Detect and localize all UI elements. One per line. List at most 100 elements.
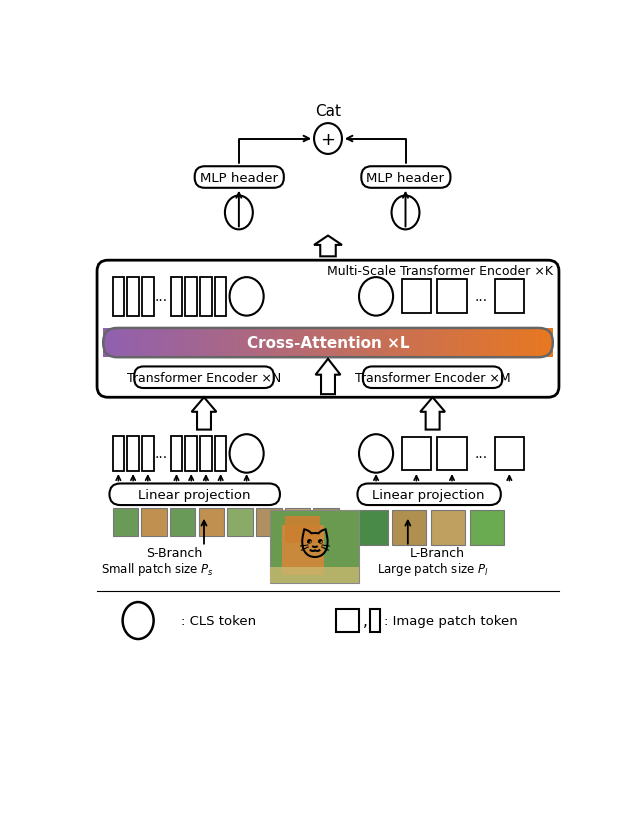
Bar: [461, 329, 463, 358]
Bar: [187, 329, 189, 358]
Bar: [177, 329, 179, 358]
Bar: [181, 329, 183, 358]
Bar: [205, 329, 207, 358]
Bar: [457, 329, 459, 358]
Bar: [191, 329, 194, 358]
Bar: [353, 329, 356, 358]
Bar: [417, 329, 419, 358]
Bar: [121, 329, 124, 358]
Ellipse shape: [123, 602, 154, 639]
Bar: [304, 329, 306, 358]
Bar: [518, 329, 520, 358]
Bar: [277, 329, 279, 358]
Bar: [492, 329, 493, 358]
Bar: [383, 329, 385, 358]
Bar: [310, 329, 312, 358]
Bar: [463, 329, 465, 358]
Bar: [497, 329, 499, 358]
Bar: [169, 329, 172, 358]
Bar: [485, 329, 488, 358]
Bar: [226, 329, 228, 358]
Text: Linear projection: Linear projection: [138, 489, 251, 501]
Bar: [178, 329, 180, 358]
Bar: [355, 329, 357, 358]
Bar: [388, 329, 390, 358]
Bar: [238, 329, 240, 358]
Bar: [455, 329, 458, 358]
Bar: [346, 329, 348, 358]
Bar: [129, 329, 131, 358]
Bar: [127, 436, 139, 472]
Bar: [520, 329, 522, 358]
Bar: [111, 329, 113, 358]
Bar: [433, 329, 435, 358]
Bar: [317, 329, 319, 358]
Ellipse shape: [392, 196, 419, 230]
Bar: [401, 329, 404, 358]
Ellipse shape: [230, 277, 264, 316]
Ellipse shape: [230, 435, 264, 473]
Bar: [147, 329, 149, 358]
Bar: [536, 329, 538, 358]
Bar: [542, 329, 545, 358]
Bar: [244, 329, 246, 358]
Bar: [337, 329, 339, 358]
Text: MLP header: MLP header: [200, 171, 278, 185]
Bar: [285, 508, 310, 537]
Bar: [182, 329, 185, 358]
Bar: [540, 329, 541, 358]
Bar: [313, 329, 315, 358]
Bar: [531, 329, 532, 358]
Bar: [495, 280, 524, 314]
Polygon shape: [314, 236, 342, 257]
Bar: [109, 329, 111, 358]
Bar: [437, 438, 467, 470]
Bar: [184, 329, 186, 358]
Bar: [394, 329, 396, 358]
Bar: [465, 329, 467, 358]
Bar: [523, 329, 525, 358]
Bar: [282, 526, 324, 575]
Bar: [412, 329, 414, 358]
Bar: [133, 329, 135, 358]
Text: +: +: [321, 131, 335, 149]
Polygon shape: [420, 397, 445, 430]
Bar: [223, 329, 225, 358]
Bar: [344, 329, 347, 358]
Bar: [422, 329, 424, 358]
Bar: [413, 329, 415, 358]
Bar: [527, 329, 529, 358]
Bar: [472, 329, 474, 358]
Bar: [253, 329, 255, 358]
Bar: [270, 510, 359, 583]
Bar: [505, 329, 507, 358]
Bar: [364, 329, 366, 358]
Text: Large patch size $P_l$: Large patch size $P_l$: [377, 560, 488, 577]
Bar: [508, 329, 510, 358]
Bar: [410, 329, 413, 358]
Bar: [512, 329, 515, 358]
Bar: [454, 329, 456, 358]
Bar: [499, 329, 501, 358]
Bar: [285, 516, 320, 543]
FancyBboxPatch shape: [109, 484, 280, 505]
Text: S-Branch: S-Branch: [146, 546, 202, 560]
Bar: [255, 329, 257, 358]
Bar: [373, 329, 375, 358]
Bar: [219, 329, 221, 358]
Bar: [427, 329, 429, 358]
Bar: [269, 329, 272, 358]
Bar: [396, 329, 397, 358]
Bar: [449, 329, 451, 358]
Bar: [200, 436, 212, 472]
Bar: [237, 329, 239, 358]
Bar: [484, 329, 486, 358]
Bar: [336, 609, 359, 633]
Text: Transformer Encoder ×N: Transformer Encoder ×N: [127, 371, 281, 384]
Bar: [382, 329, 384, 358]
Bar: [283, 329, 285, 358]
Bar: [199, 329, 201, 358]
Bar: [476, 329, 479, 358]
Bar: [365, 329, 367, 358]
Bar: [445, 329, 447, 358]
